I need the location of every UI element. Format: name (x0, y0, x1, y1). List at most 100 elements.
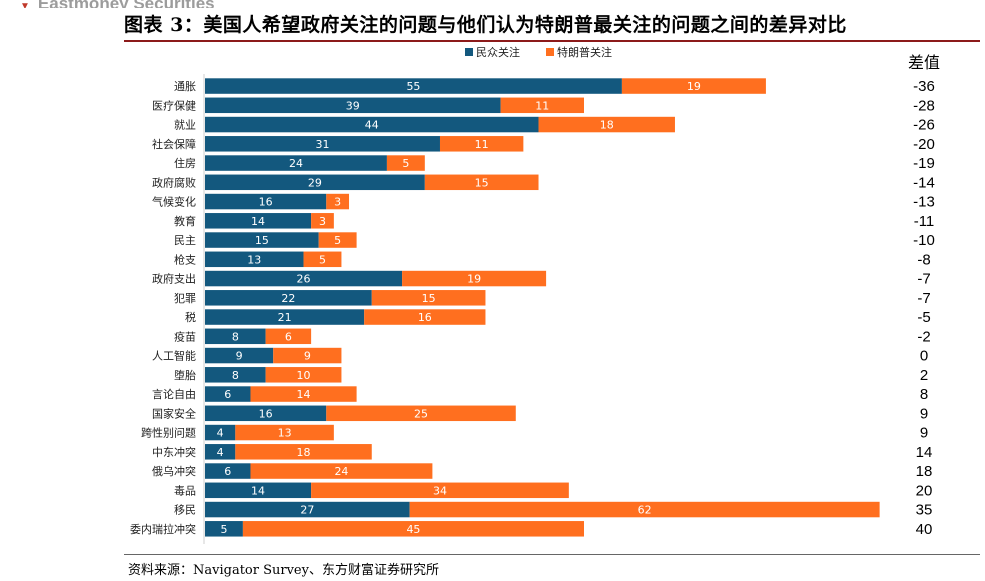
data-label-public: 39 (346, 99, 360, 112)
difference-value: -14 (913, 174, 935, 191)
bar-trump (235, 444, 372, 460)
chart-legend: 民众关注 特朗普关注 (465, 45, 612, 59)
difference-value: 9 (920, 405, 928, 422)
data-label-public: 29 (308, 176, 322, 189)
category-label: 人工智能 (152, 349, 196, 363)
data-label-public: 8 (232, 330, 239, 343)
data-label-trump: 18 (297, 446, 311, 459)
category-label: 税 (185, 310, 196, 324)
data-label-trump: 18 (600, 119, 614, 132)
brand-header-fragment: ▼Eastmoney Securities (20, 0, 215, 8)
bar-trump (386, 155, 425, 171)
bar-public (205, 97, 501, 114)
bar-trump (424, 174, 539, 191)
data-label-trump: 34 (433, 484, 447, 497)
data-label-trump: 15 (475, 176, 489, 189)
data-label-trump: 5 (319, 253, 326, 266)
category-label: 毒品 (174, 484, 196, 497)
data-label-public: 15 (255, 234, 269, 247)
difference-value: -8 (917, 251, 930, 268)
category-label: 通胀 (174, 80, 196, 93)
data-label-public: 9 (236, 350, 243, 363)
category-label: 俄乌冲突 (152, 464, 196, 478)
bar-trump (538, 116, 675, 133)
bar-public (205, 193, 327, 210)
data-label-trump: 24 (334, 465, 348, 478)
category-label: 移民 (174, 504, 196, 517)
difference-value: -2 (917, 328, 930, 345)
data-label-public: 21 (278, 311, 292, 324)
data-label-public: 8 (232, 369, 239, 382)
bar-public (205, 251, 304, 268)
data-label-public: 6 (224, 465, 231, 478)
difference-value: -11 (914, 213, 935, 230)
bar-trump (621, 78, 766, 94)
data-label-public: 31 (315, 138, 329, 151)
bar-trump (242, 521, 584, 537)
bar-public (205, 405, 327, 422)
category-label: 言论自由 (152, 387, 196, 401)
brand-triangle-icon: ▼ (20, 1, 30, 9)
bar-trump (439, 136, 524, 152)
bar-trump (265, 367, 342, 383)
difference-value: 14 (916, 444, 933, 461)
difference-value: -13 (913, 194, 935, 211)
bar-public (205, 444, 236, 460)
bar-public (205, 174, 425, 191)
difference-value: -36 (913, 78, 935, 95)
bar-public (205, 232, 319, 248)
bar-public (205, 424, 236, 441)
bottom-rule (124, 554, 980, 555)
title-rule (124, 40, 980, 42)
category-label: 民主 (174, 234, 196, 247)
bar-public (205, 155, 387, 171)
difference-value: -7 (917, 290, 930, 307)
difference-value: -20 (913, 136, 935, 153)
category-label: 枪支 (174, 252, 196, 266)
bar-trump (235, 424, 334, 441)
bar-public (205, 309, 365, 325)
category-label: 政府腐败 (152, 175, 196, 189)
bar-trump (250, 463, 433, 479)
difference-value: -26 (913, 117, 935, 134)
data-label-public: 6 (224, 388, 231, 401)
difference-value: 9 (920, 425, 928, 442)
category-label: 跨性别问题 (141, 426, 196, 440)
data-label-trump: 19 (467, 273, 481, 286)
data-label-public: 14 (251, 215, 265, 228)
bar-trump (409, 501, 880, 518)
data-label-trump: 13 (278, 427, 292, 440)
difference-value: 40 (916, 521, 933, 538)
bar-trump (326, 193, 350, 210)
category-label: 疫苗 (174, 329, 196, 343)
legend-label-trump: 特朗普关注 (557, 45, 612, 59)
category-label: 就业 (174, 118, 196, 132)
data-label-trump: 16 (418, 311, 432, 324)
category-label: 教育 (174, 214, 196, 228)
data-label-trump: 9 (304, 350, 311, 363)
category-label: 委内瑞拉冲突 (130, 522, 196, 536)
data-label-public: 4 (217, 446, 224, 459)
data-label-trump: 11 (475, 138, 489, 151)
bar-public (205, 386, 251, 402)
bar-trump (265, 328, 312, 345)
data-label-trump: 3 (319, 215, 326, 228)
bar-trump (273, 347, 342, 364)
bar-trump (318, 232, 357, 248)
legend-swatch-trump (546, 48, 554, 56)
data-label-public: 16 (259, 196, 273, 209)
bar-trump (250, 386, 357, 402)
bar-public (205, 482, 312, 499)
data-label-public: 13 (247, 253, 261, 266)
bar-trump (311, 213, 334, 229)
bar-public (205, 136, 440, 152)
difference-value: -19 (913, 155, 935, 172)
data-label-trump: 14 (297, 388, 311, 401)
data-label-trump: 10 (297, 369, 311, 382)
source-note: 资料来源：Navigator Survey、东方财富证券研究所 (128, 563, 439, 578)
bar-trump (371, 290, 486, 306)
data-label-public: 5 (220, 523, 227, 536)
data-label-public: 44 (365, 119, 379, 132)
